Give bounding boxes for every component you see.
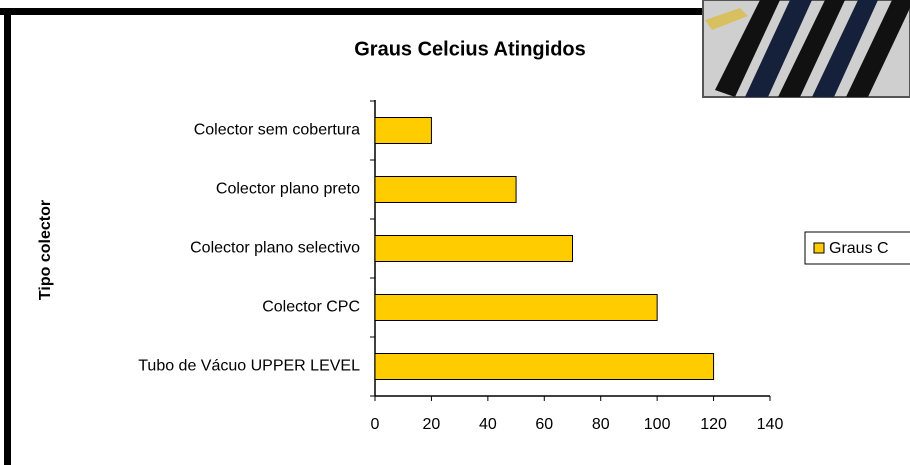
bar: [375, 354, 714, 380]
bar: [375, 236, 573, 262]
chart: Graus Celcius Atingidos Tipo colector 0 2…: [0, 0, 910, 465]
x-tick-label: 100: [644, 416, 671, 433]
bar: [375, 118, 431, 144]
x-tick-label: 40: [479, 416, 497, 433]
frame-top: [0, 8, 705, 15]
bar: [375, 177, 516, 203]
legend-label: Graus C: [829, 240, 889, 257]
x-tick-label: 20: [423, 416, 441, 433]
x-tick-label: 140: [757, 416, 784, 433]
bar: [375, 295, 657, 321]
y-tick-label: Colector plano preto: [216, 181, 360, 198]
legend-swatch: [814, 243, 824, 253]
x-tick-label: 80: [592, 416, 610, 433]
y-tick-label: Colector sem cobertura: [194, 122, 360, 139]
y-axis-label: Tipo colector: [37, 200, 54, 300]
x-tick-label: 60: [535, 416, 553, 433]
x-tick-label: 0: [371, 416, 380, 433]
frame-left: [4, 8, 11, 465]
chart-title: Graus Celcius Atingidos: [354, 38, 586, 60]
y-tick-label: Colector plano selectivo: [190, 240, 360, 257]
x-tick-label: 120: [700, 416, 727, 433]
y-tick-label: Colector CPC: [262, 299, 360, 316]
y-tick-label: Tubo de Vácuo UPPER LEVEL: [138, 358, 360, 375]
photo: [703, 0, 910, 97]
